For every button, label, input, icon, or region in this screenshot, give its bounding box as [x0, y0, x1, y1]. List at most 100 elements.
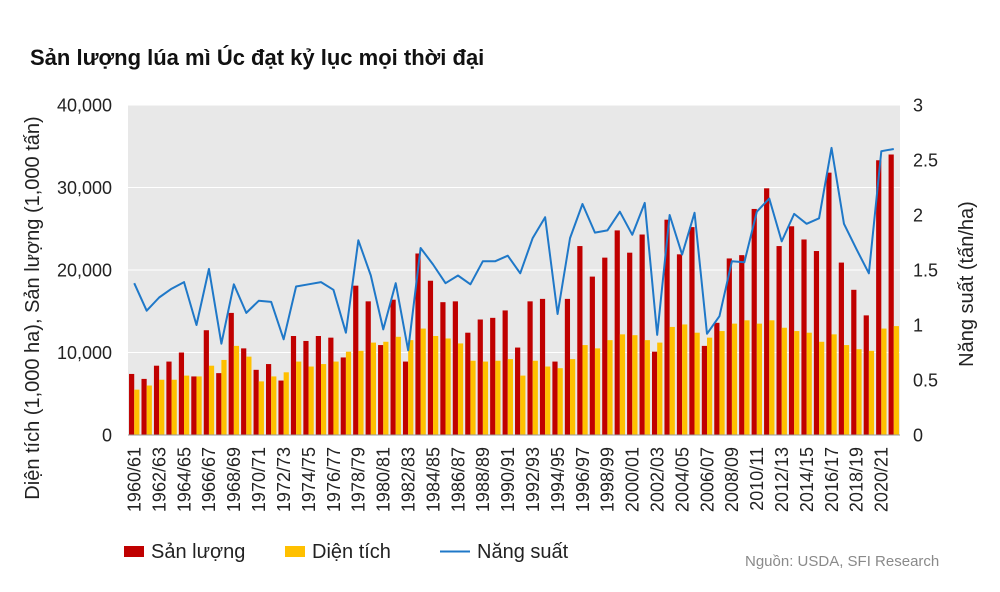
- x-tick-label: 2018/19: [847, 447, 867, 512]
- area-bar: [557, 368, 563, 435]
- x-tick-label: 2012/13: [772, 447, 792, 512]
- x-tick-label: 1992/93: [523, 447, 543, 512]
- production-bar: [876, 160, 882, 435]
- x-tick-label: 2010/11: [747, 447, 767, 511]
- yield-line: [133, 146, 894, 352]
- area-bar: [445, 338, 451, 435]
- area-bar: [707, 337, 713, 435]
- area-bar: [594, 348, 601, 436]
- production-bar: [178, 352, 185, 435]
- production-bar: [552, 361, 558, 435]
- production-bar: [764, 188, 770, 435]
- production-bar: [664, 219, 670, 435]
- x-tick-label: 1982/83: [398, 447, 418, 512]
- production-bar: [602, 257, 608, 436]
- area-bar: [781, 327, 787, 435]
- production-bar: [290, 336, 297, 435]
- production-bar: [564, 298, 571, 436]
- legend-swatch-production: [124, 546, 144, 557]
- area-bar: [545, 366, 551, 435]
- x-tick-label: 1986/87: [448, 447, 468, 512]
- area-bar: [184, 375, 190, 435]
- y2-tick-label: 3: [913, 96, 923, 116]
- area-bar: [358, 350, 364, 435]
- area-bar: [806, 332, 812, 435]
- production-bar: [614, 230, 620, 435]
- y2-tick-label: 2: [913, 206, 923, 226]
- x-tick-label: 1996/97: [573, 447, 593, 512]
- area-bar: [258, 381, 264, 436]
- production-bar: [378, 345, 384, 435]
- production-bar: [577, 246, 583, 435]
- production-bar: [863, 315, 869, 436]
- production-bar: [315, 336, 321, 435]
- legend-item-area: Diện tích: [285, 541, 391, 563]
- production-bar: [340, 357, 346, 435]
- y-axis-left-ticks: 0 10,000 20,000 30,000 40,000: [57, 96, 112, 446]
- source-note: Nguồn: USDA, SFI Research: [745, 553, 939, 570]
- y2-tick-label: 0: [913, 426, 923, 446]
- production-bar: [153, 365, 160, 435]
- area-bar: [134, 389, 140, 436]
- area-bar: [470, 360, 476, 435]
- production-bar: [776, 246, 782, 435]
- x-tick-label: 2002/03: [647, 447, 667, 512]
- production-bar: [515, 347, 521, 435]
- area-bar: [482, 361, 489, 435]
- area-bar: [669, 326, 675, 435]
- x-tick-label: 2016/17: [822, 447, 842, 512]
- production-bar: [365, 301, 371, 435]
- area-bar: [221, 359, 227, 435]
- production-bars: [129, 154, 894, 436]
- area-bar: [271, 376, 277, 435]
- x-axis-ticks: 1960/61 1962/63 1964/65 1966/67 1968/69 1970/…: [125, 447, 892, 512]
- x-tick-label: 2004/05: [672, 447, 692, 512]
- y2-tick-label: 1.5: [913, 261, 938, 281]
- legend-label-yield: Năng suất: [477, 541, 569, 563]
- x-tick-label: 1962/63: [149, 447, 169, 512]
- area-bar: [632, 335, 638, 435]
- area-bar: [831, 334, 837, 435]
- area-bar: [146, 385, 152, 435]
- y2-tick-label: 2.5: [913, 151, 938, 171]
- production-bar: [353, 285, 359, 435]
- production-bar: [141, 378, 147, 435]
- area-bar: [607, 340, 613, 436]
- production-bar: [689, 227, 695, 435]
- production-bar: [838, 262, 844, 435]
- x-tick-label: 2014/15: [797, 447, 817, 512]
- x-tick-label: 1998/99: [598, 447, 618, 512]
- x-tick-label: 2020/21: [872, 447, 892, 512]
- production-bar: [216, 373, 222, 436]
- production-bar: [166, 361, 172, 435]
- production-bar: [328, 337, 334, 435]
- area-bar: [868, 350, 875, 435]
- x-tick-label: 1970/71: [249, 447, 269, 512]
- area-bar: [582, 345, 588, 435]
- production-bar: [751, 208, 757, 435]
- x-tick-label: 1966/67: [199, 447, 219, 512]
- production-bar: [203, 330, 209, 435]
- x-tick-label: 2008/09: [722, 447, 742, 512]
- production-bar: [440, 302, 446, 435]
- area-bar: [694, 332, 700, 435]
- legend: Sản lượng Diện tích Năng suất: [124, 541, 569, 563]
- production-bar: [527, 301, 533, 435]
- x-tick-label: 1984/85: [423, 447, 443, 512]
- production-bar: [788, 226, 795, 435]
- area-bar: [731, 323, 738, 436]
- area-bar: [233, 345, 240, 435]
- area-bar: [283, 372, 289, 435]
- legend-swatch-area: [285, 546, 305, 557]
- area-bar: [881, 328, 887, 435]
- production-bar: [739, 255, 745, 435]
- area-bar: [619, 334, 626, 435]
- area-bar: [296, 361, 302, 435]
- area-bar: [395, 336, 401, 435]
- area-bar: [333, 361, 339, 435]
- x-tick-label: 1968/69: [224, 447, 244, 512]
- area-bar: [420, 328, 426, 435]
- area-bar: [644, 340, 650, 436]
- production-bar: [303, 340, 309, 435]
- production-bar: [415, 253, 421, 435]
